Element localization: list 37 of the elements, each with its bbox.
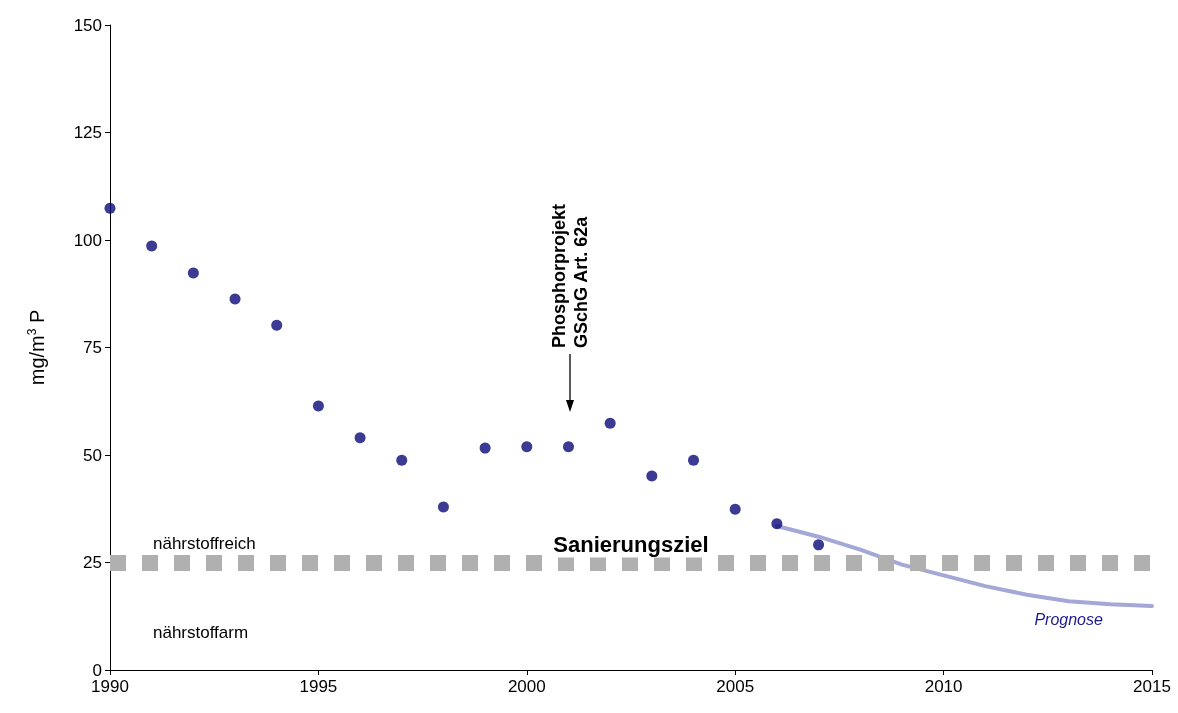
point [229,293,241,305]
x-tick-label: 2015 [1133,677,1171,696]
annotation: nährstoffarm [153,622,249,642]
point [354,432,366,444]
point [646,470,658,482]
y-tick-label: 150 [73,15,102,35]
point [437,501,449,513]
point [771,518,783,530]
point [729,503,741,515]
point [104,202,116,214]
point [479,442,491,454]
point [813,539,825,551]
x-tick-label: 1990 [91,677,129,696]
y-tick-label: 75 [83,338,102,357]
ref-line-label: Sanierungsziel [553,532,709,557]
point [688,454,700,466]
point [312,400,324,412]
point [396,454,408,466]
point [146,240,158,252]
x-tick-label: 2000 [507,677,546,696]
point [604,417,616,429]
x-tick-label: 1995 [299,677,338,696]
series-label: Prognose [1034,610,1103,628]
y-tick-label: 50 [83,445,102,465]
annotation: nährstoffreich [153,533,256,553]
x-tick-label: 2010 [924,677,963,696]
point [187,267,199,279]
point [521,441,533,453]
point [271,319,283,331]
annotation: Phosphorprojekt GSchG Art. 62a [549,203,591,348]
y-tick-label: 125 [73,123,102,142]
y-axis-title: mg/m3 P [25,309,48,386]
y-tick-label: 0 [92,660,102,680]
y-tick-label: 100 [73,230,102,250]
y-tick-label: 25 [83,553,102,572]
point [562,441,574,453]
x-tick-label: 2005 [716,677,755,696]
